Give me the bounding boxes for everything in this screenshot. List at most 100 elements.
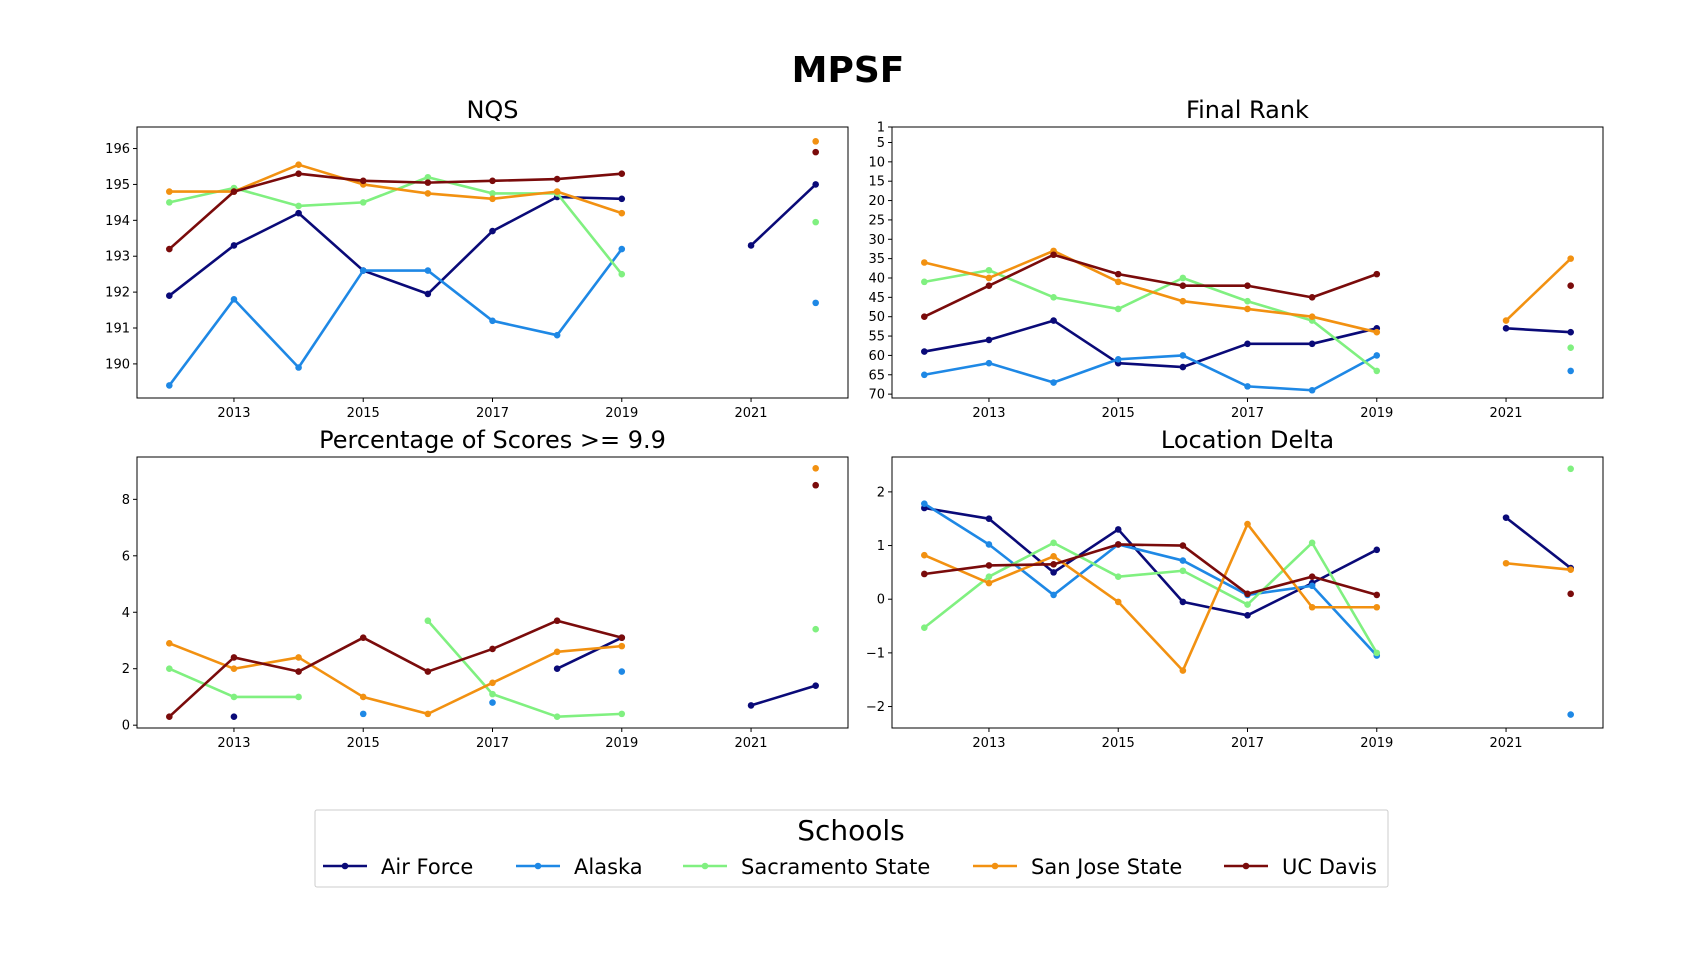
data-point bbox=[985, 541, 993, 548]
data-point bbox=[295, 209, 302, 217]
data-point bbox=[618, 195, 626, 203]
data-point bbox=[921, 500, 928, 507]
legend-marker bbox=[534, 862, 542, 870]
y-tick-label: 60 bbox=[868, 349, 885, 364]
data-point bbox=[1567, 328, 1574, 336]
x-tick-label: 2019 bbox=[1360, 736, 1393, 751]
data-point bbox=[1373, 591, 1381, 599]
series-line-segment bbox=[1505, 561, 1571, 571]
data-point bbox=[295, 654, 302, 661]
data-point bbox=[1179, 274, 1187, 282]
data-point bbox=[985, 266, 993, 274]
series-line-segment bbox=[426, 619, 622, 719]
x-tick-label: 2017 bbox=[1231, 736, 1264, 751]
panel-nqs: NQS 2013 2015 2017 2019 2021 190 191 192 193 194 19… bbox=[105, 96, 849, 421]
data-point bbox=[1179, 363, 1187, 371]
x-tick-label: 2013 bbox=[217, 406, 250, 421]
series-alaska bbox=[921, 500, 1574, 718]
y-tick-label: 1 bbox=[877, 121, 885, 136]
data-point bbox=[489, 317, 496, 325]
data-point bbox=[1308, 573, 1316, 580]
data-point bbox=[553, 188, 561, 195]
data-point bbox=[230, 713, 238, 721]
x-tick-label: 2021 bbox=[734, 736, 767, 751]
data-point bbox=[1567, 255, 1574, 262]
data-point bbox=[1567, 465, 1574, 473]
legend-marker bbox=[341, 862, 349, 870]
x-tick-label: 2019 bbox=[605, 406, 638, 421]
data-point bbox=[1244, 383, 1251, 390]
data-point bbox=[1373, 328, 1381, 336]
data-point bbox=[985, 573, 993, 580]
series-line-segment bbox=[750, 684, 817, 707]
data-point bbox=[921, 278, 928, 286]
data-point bbox=[1373, 649, 1381, 657]
data-point bbox=[1373, 270, 1381, 278]
legend-label: Air Force bbox=[381, 855, 473, 879]
y-tick-label: 190 bbox=[105, 357, 130, 372]
data-point bbox=[295, 161, 302, 168]
panel-title: Final Rank bbox=[1186, 96, 1309, 124]
panel-final-rank: Final Rank 2013 2015 2017 2019 2021 15 10 15 20 25… bbox=[868, 96, 1604, 421]
data-point bbox=[230, 295, 238, 303]
data-point bbox=[1502, 514, 1510, 521]
data-point bbox=[424, 267, 432, 274]
series-san-jose-state bbox=[921, 247, 1574, 336]
series-air-force bbox=[230, 634, 819, 721]
data-point bbox=[359, 693, 367, 701]
data-point bbox=[1114, 305, 1122, 313]
y-tick-label: 0 bbox=[877, 593, 885, 608]
y-tick-label: 30 bbox=[868, 233, 885, 248]
data-point bbox=[295, 170, 302, 177]
data-point bbox=[1567, 711, 1574, 718]
data-point bbox=[921, 624, 928, 631]
y-tick-label: 55 bbox=[868, 330, 885, 345]
data-point bbox=[921, 313, 928, 321]
data-point bbox=[618, 270, 626, 278]
data-point bbox=[812, 464, 819, 472]
y-tick-label: 194 bbox=[105, 214, 130, 229]
data-point bbox=[553, 331, 561, 339]
data-point bbox=[1050, 539, 1057, 547]
series-line-segment bbox=[923, 502, 1378, 657]
series-line-segment bbox=[168, 619, 623, 718]
series-line-segment bbox=[750, 183, 817, 247]
data-point bbox=[1179, 567, 1187, 575]
data-point bbox=[166, 199, 173, 206]
series-line-segment bbox=[1505, 516, 1572, 570]
x-tick-label: 2015 bbox=[347, 406, 380, 421]
data-point bbox=[812, 218, 819, 226]
data-point bbox=[618, 634, 626, 641]
data-point bbox=[1050, 317, 1057, 324]
data-point bbox=[1244, 612, 1251, 619]
x-tick-label: 2015 bbox=[1102, 406, 1135, 421]
series-line-segment bbox=[168, 642, 622, 716]
legend-item-alaska: Alaska bbox=[516, 855, 643, 879]
data-point bbox=[985, 359, 993, 367]
y-tick-label: −1 bbox=[866, 646, 885, 661]
y-tick-label: 50 bbox=[868, 310, 885, 325]
data-point bbox=[553, 648, 561, 656]
axes-frame bbox=[891, 126, 1604, 399]
legend-label: Alaska bbox=[574, 855, 643, 879]
data-point bbox=[985, 515, 993, 523]
x-tick-label: 2013 bbox=[972, 736, 1005, 751]
data-point bbox=[1308, 340, 1316, 348]
panel-location-delta: Location Delta 2013 2015 2017 2019 2021 −2 −1 0 1… bbox=[866, 426, 1604, 751]
series-san-jose-state bbox=[921, 520, 1574, 674]
y-tick-label: 196 bbox=[105, 142, 130, 157]
data-point bbox=[489, 190, 496, 197]
legend-item-uc-davis: UC Davis bbox=[1224, 855, 1377, 879]
data-point bbox=[1114, 355, 1122, 363]
y-tick-label: 8 bbox=[122, 493, 130, 508]
data-point bbox=[1308, 294, 1316, 301]
series-line-segment bbox=[168, 172, 622, 251]
data-point bbox=[424, 290, 432, 298]
x-tick-label: 2013 bbox=[972, 406, 1005, 421]
data-point bbox=[1373, 352, 1381, 359]
data-point bbox=[1373, 603, 1381, 611]
data-point bbox=[1179, 598, 1187, 606]
data-point bbox=[230, 693, 238, 701]
x-tick-label: 2017 bbox=[1231, 406, 1264, 421]
